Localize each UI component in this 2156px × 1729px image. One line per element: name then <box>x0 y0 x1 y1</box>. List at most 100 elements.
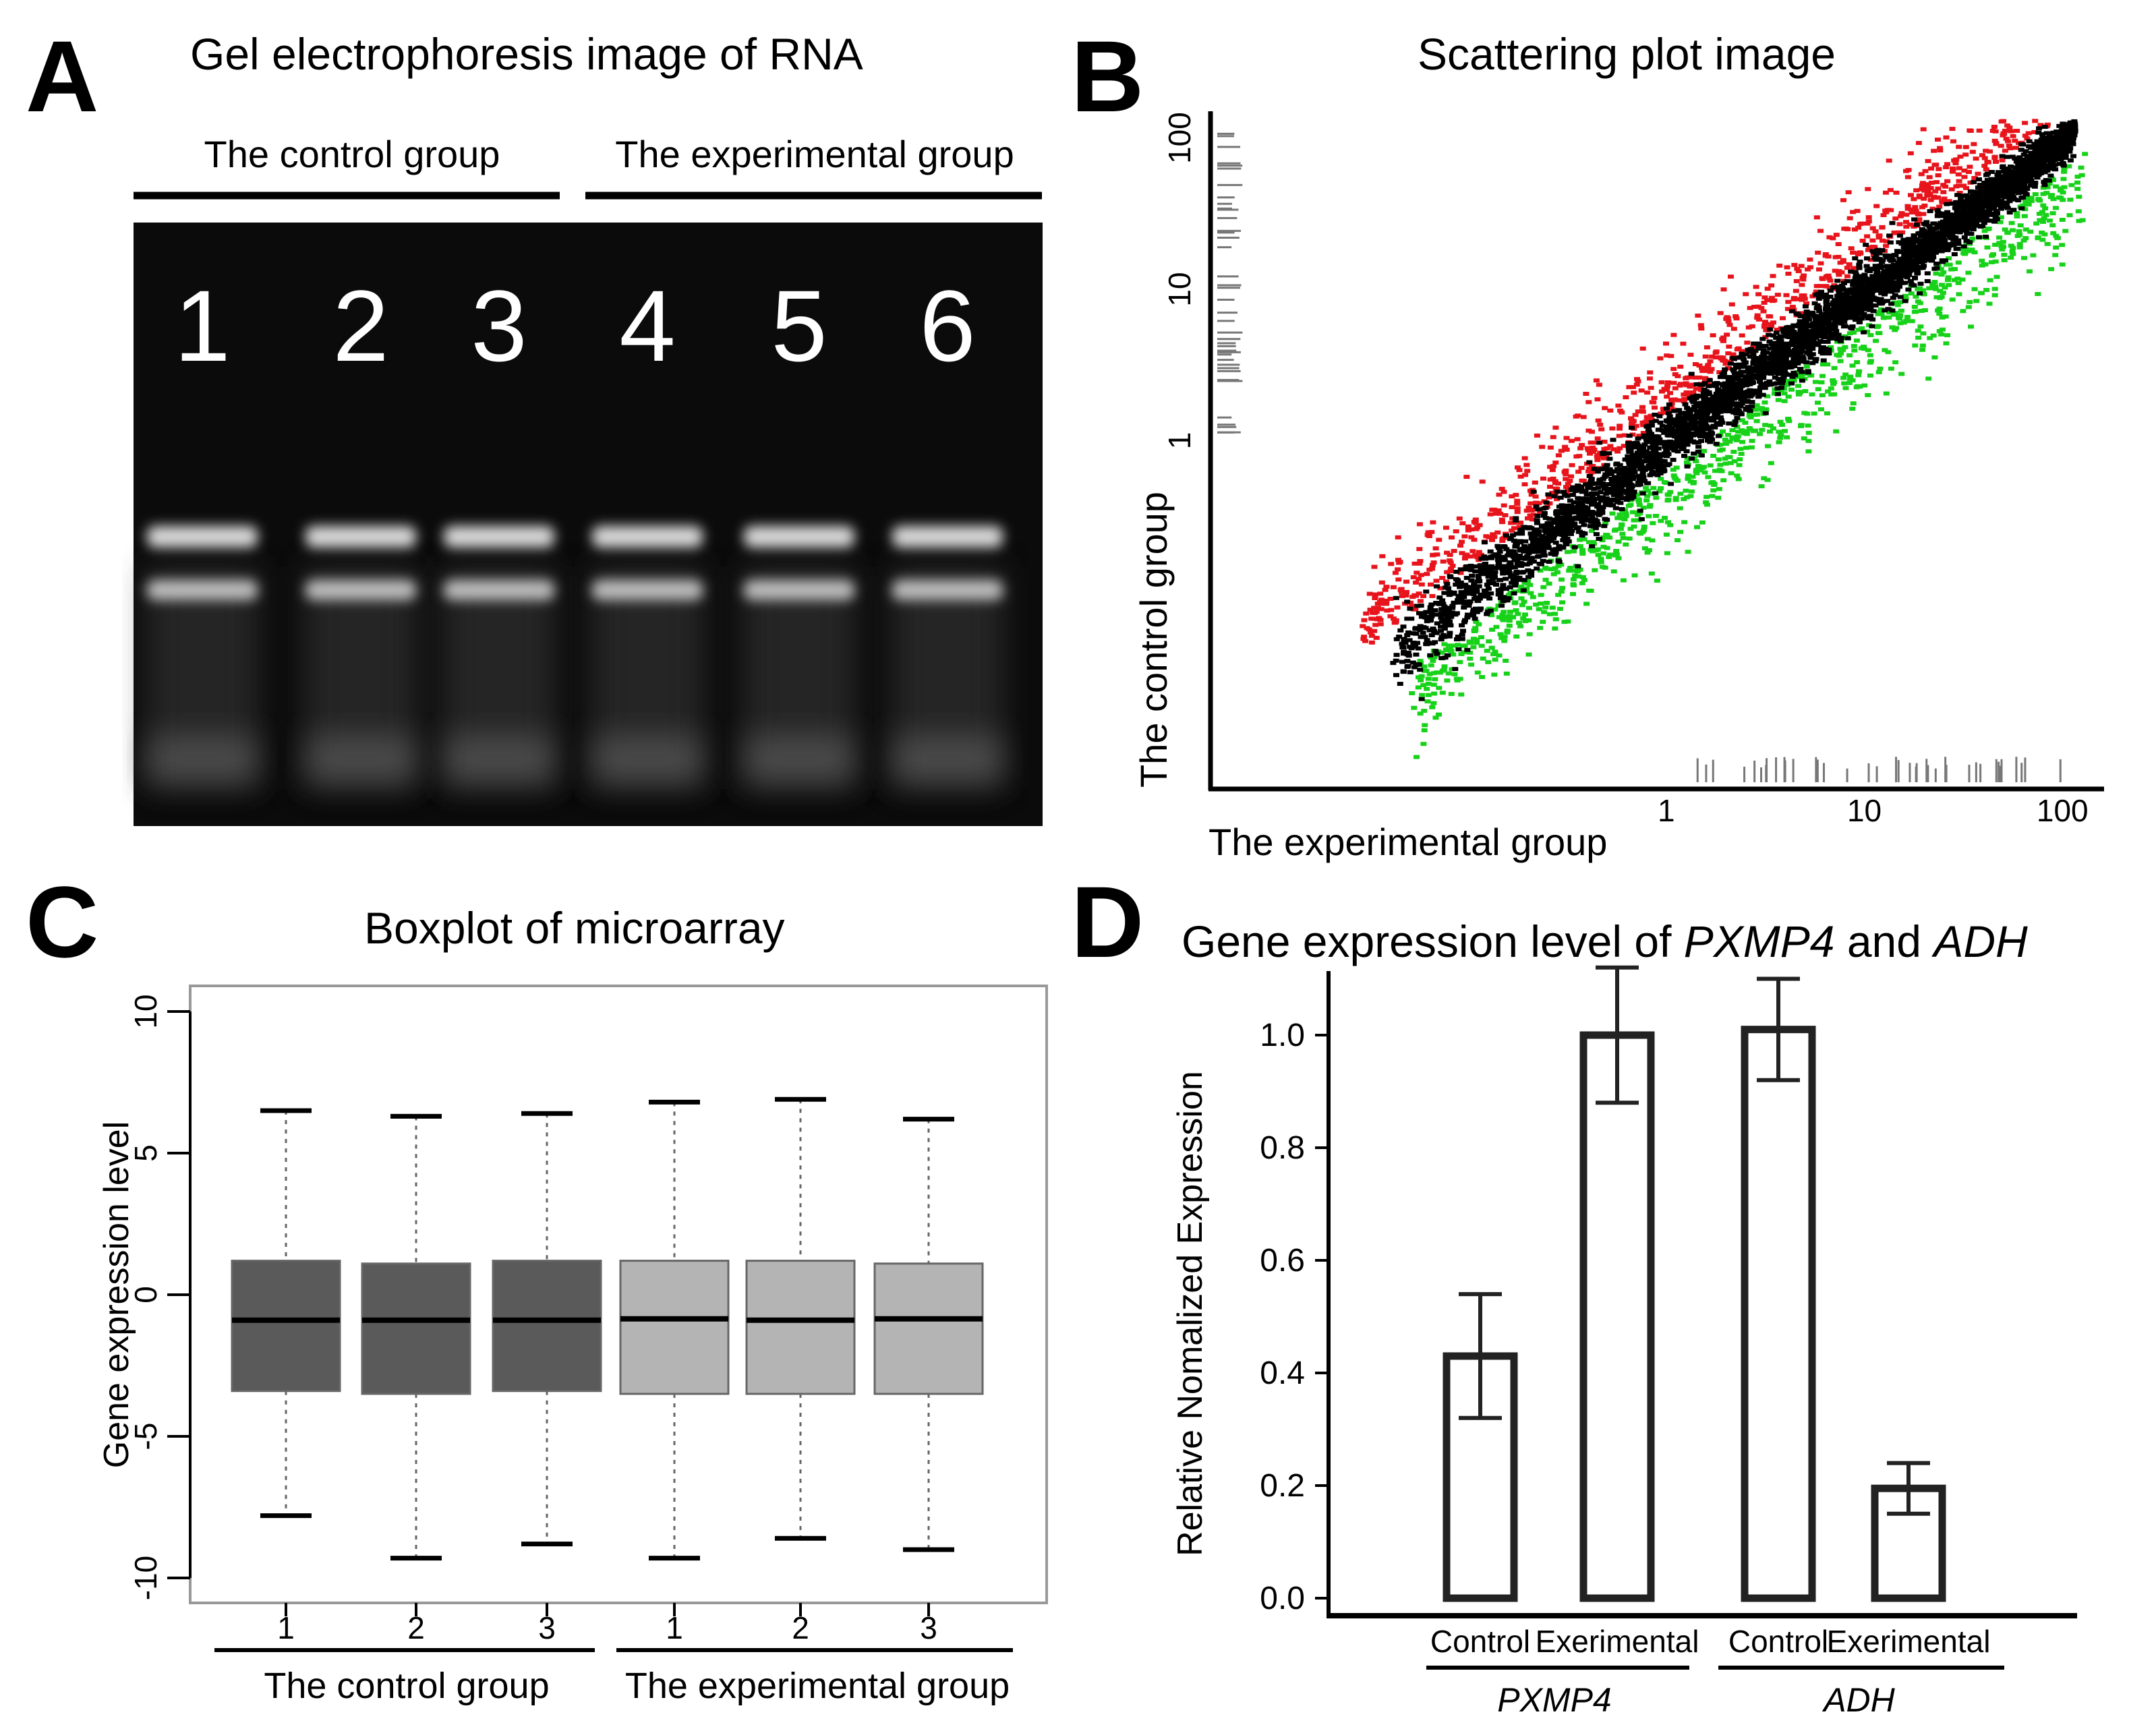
scatter-point <box>2031 184 2038 189</box>
scatter-point <box>1503 587 1509 591</box>
scatter-point <box>1438 650 1445 655</box>
scatter-point <box>1753 364 1759 369</box>
scatter-point <box>1833 429 1840 434</box>
scatter-point <box>1449 667 1455 672</box>
scatter-point <box>1790 330 1797 334</box>
scatter-point <box>1824 362 1831 367</box>
scatter-point <box>1915 335 1922 340</box>
scatter-point <box>1663 341 1669 346</box>
scatter-point <box>1378 607 1385 612</box>
scatter-point <box>1534 518 1540 523</box>
scatter-point <box>1607 444 1614 448</box>
scatter-point <box>1883 243 1890 248</box>
scatter-point <box>2008 256 2014 260</box>
scatter-point <box>2050 231 2057 235</box>
scatter-point <box>1776 440 1782 444</box>
scatter-point <box>2020 203 2027 208</box>
scatter-point <box>1589 544 1596 549</box>
scatter-point <box>1921 188 1928 193</box>
scatter-point <box>1650 521 1656 525</box>
scatter-point <box>1799 370 1805 374</box>
scatter-point <box>1993 160 1999 164</box>
scatter-point <box>2074 175 2081 179</box>
scatter-point <box>1579 442 1585 447</box>
scatter-point <box>1550 536 1556 541</box>
scatter-point <box>1856 312 1863 316</box>
scatter-point <box>1636 447 1643 452</box>
scatter-point <box>1570 485 1577 490</box>
scatter-point <box>1526 632 1533 637</box>
scatter-point <box>1486 639 1492 644</box>
scatter-point <box>1960 202 1966 207</box>
scatter-point <box>1861 290 1868 295</box>
scatter-point <box>1526 606 1532 610</box>
scatter-point <box>1623 511 1629 516</box>
scatter-point <box>1523 463 1530 467</box>
scatter-point <box>1549 606 1556 610</box>
scatter-point <box>1948 267 1955 272</box>
scatter-point <box>1645 428 1652 432</box>
scatter-point <box>1908 291 1915 296</box>
scatter-point <box>1592 440 1599 445</box>
scatter-point <box>1830 236 1836 241</box>
scatter-point <box>1606 555 1612 560</box>
scatter-point <box>1896 230 1902 235</box>
scatter-point <box>1941 196 1948 201</box>
scatter-point <box>1416 561 1423 566</box>
scatter-point <box>1639 423 1646 428</box>
scatter-point <box>1528 569 1535 574</box>
scatter-point <box>1823 284 1830 289</box>
scatter-point <box>1944 333 1951 338</box>
scatter-point <box>1793 279 1800 283</box>
scatter-point <box>1746 372 1753 376</box>
scatter-point <box>1853 385 1860 390</box>
scatter-point <box>1550 435 1556 440</box>
scatter-point <box>2078 173 2085 177</box>
scatter-point <box>1849 363 1856 368</box>
scatter-point <box>1457 580 1464 585</box>
scatter-point <box>1503 671 1510 676</box>
scatter-point <box>1682 402 1689 407</box>
scatter-point <box>1513 581 1519 585</box>
scatter-point <box>2041 125 2048 129</box>
scatter-point <box>1515 465 1521 470</box>
scatter-point <box>1768 283 1775 288</box>
scatter-point <box>1915 211 1921 216</box>
gel-low-band-4 <box>593 735 701 782</box>
scatter-point <box>1480 656 1486 661</box>
scatter-point <box>1720 383 1726 388</box>
scatter-point <box>1804 314 1811 318</box>
scatter-point <box>1492 511 1499 516</box>
scatter-point <box>1944 241 1950 246</box>
scatter-point <box>1933 261 1940 266</box>
scatter-point <box>2043 131 2050 136</box>
scatter-point <box>1645 514 1652 519</box>
scatter-point <box>1846 381 1853 385</box>
scatter-point <box>1616 423 1623 428</box>
scatter-point <box>1779 423 1785 427</box>
scatter-point <box>1744 399 1751 403</box>
scatter-point <box>1850 280 1857 284</box>
scatter-point <box>1604 533 1610 537</box>
scatter-point <box>1884 299 1890 303</box>
scatter-point <box>1401 651 1407 656</box>
scatter-point <box>1842 345 1848 349</box>
scatter-point <box>1648 417 1655 422</box>
scatter-point <box>1634 464 1641 469</box>
scatter-point <box>1655 463 1662 468</box>
scatter-point <box>1822 254 1829 258</box>
panel-d-title-gene2: ADH <box>1933 916 2028 966</box>
scatter-point <box>1565 481 1571 486</box>
scatter-point <box>1417 711 1424 716</box>
scatter-point <box>1906 237 1913 241</box>
scatter-point <box>1378 580 1385 585</box>
scatter-point <box>1946 262 1953 267</box>
scatter-point <box>1915 287 1921 291</box>
scatter-point <box>1827 295 1834 299</box>
scatter-point <box>2022 200 2029 204</box>
scatter-point <box>1767 346 1774 351</box>
scatter-point <box>2066 164 2072 169</box>
scatter-point <box>1958 246 1964 251</box>
scatter-point <box>1575 483 1581 488</box>
scatter-point <box>1591 486 1598 491</box>
